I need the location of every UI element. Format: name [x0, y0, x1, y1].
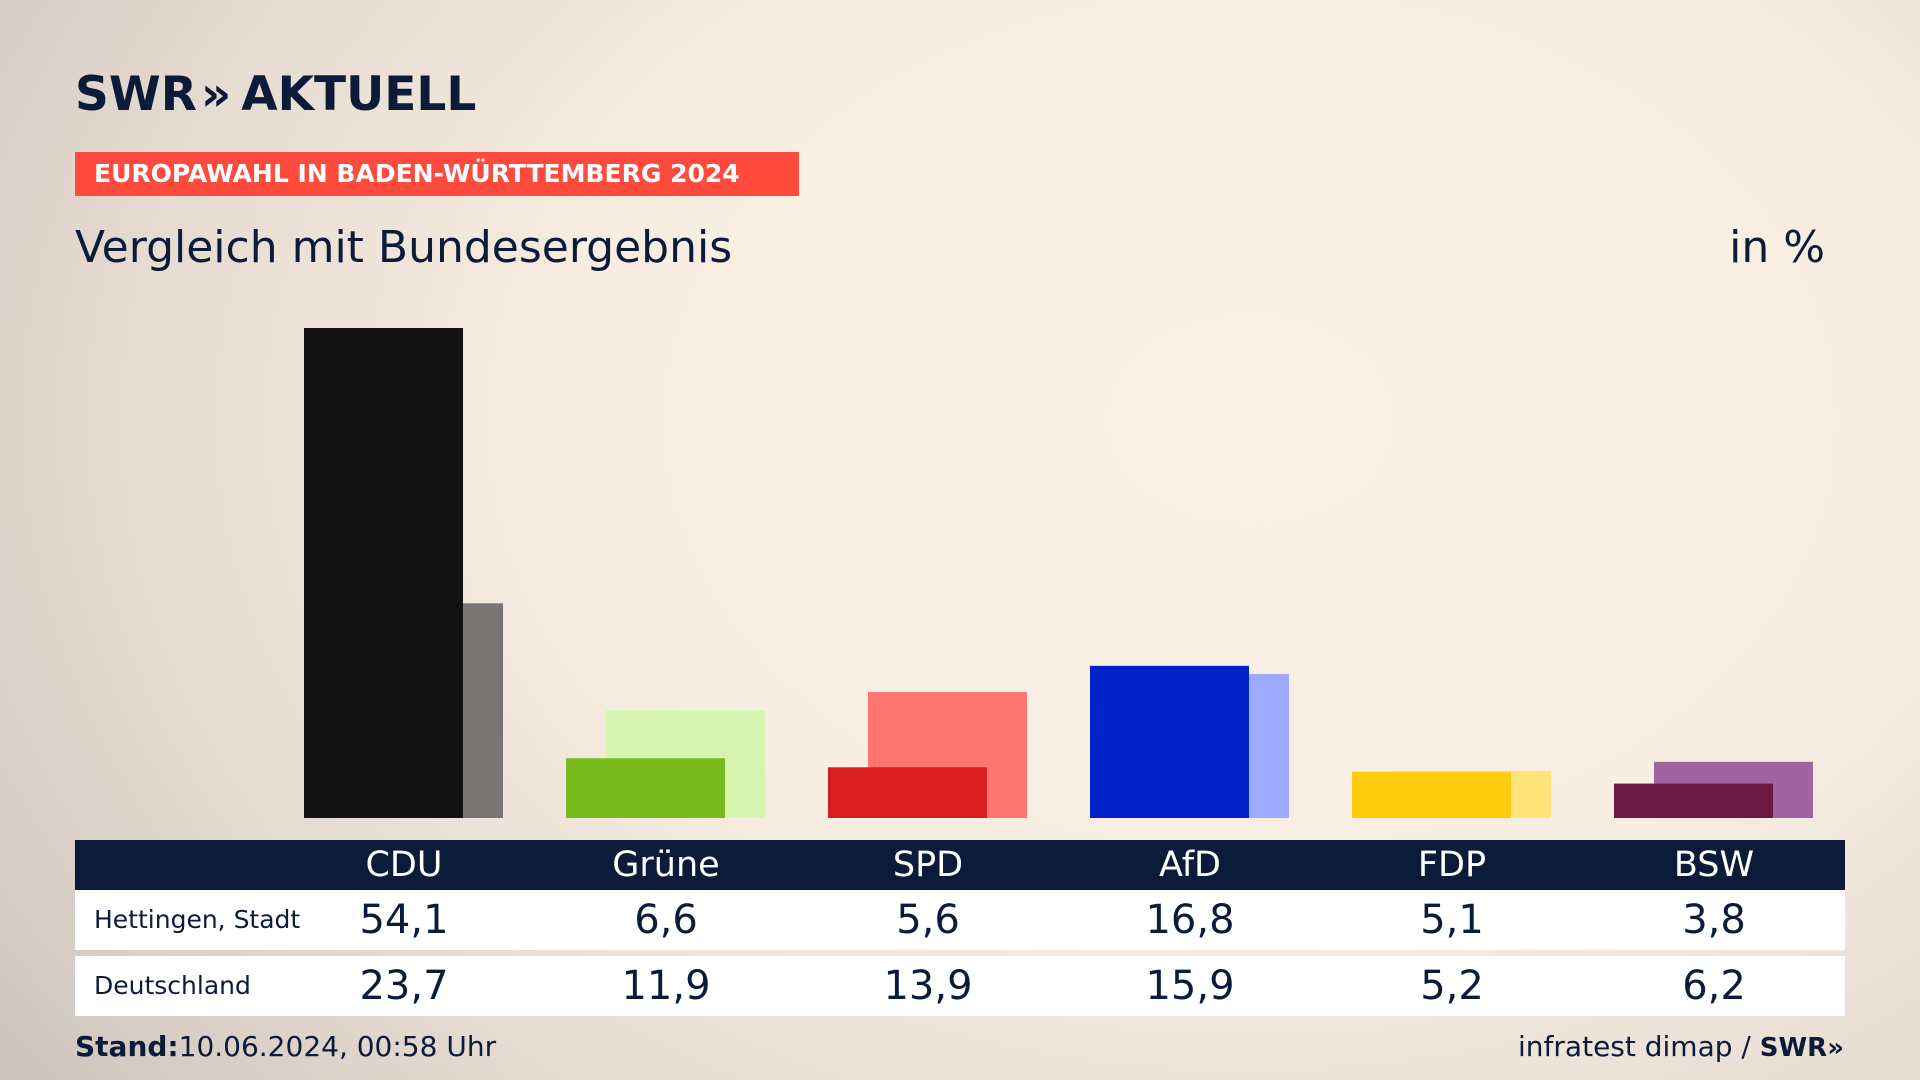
- column-header-cdu: CDU: [365, 845, 443, 885]
- row-label-federal: Deutschland: [94, 971, 251, 1000]
- value-local-afd: 16,8: [1145, 897, 1235, 943]
- logo-swr-text: SWR: [75, 66, 197, 122]
- logo-aktuell-text: AKTUELL: [241, 66, 477, 122]
- value-federal-spd: 13,9: [883, 963, 973, 1009]
- stand-value: 10.06.2024, 00:58 Uhr: [178, 1030, 497, 1063]
- stand-label: Stand:: [75, 1030, 179, 1063]
- column-header-bsw: BSW: [1673, 845, 1755, 885]
- bar-local-gruene: [566, 758, 725, 818]
- value-local-fdp: 5,1: [1420, 897, 1484, 943]
- value-local-cdu: 54,1: [359, 897, 449, 943]
- value-federal-cdu: 23,7: [359, 963, 449, 1009]
- bar-local-fdp: [1352, 771, 1511, 818]
- column-header-spd: SPD: [892, 845, 964, 885]
- bar-local-bsw: [1614, 783, 1773, 818]
- election-banner: EUROPAWAHL IN BADEN-WÜRTTEMBERG 2024: [75, 152, 799, 196]
- column-header-afd: AfD: [1159, 845, 1221, 885]
- value-federal-fdp: 5,2: [1420, 963, 1484, 1009]
- column-header-gruene: Grüne: [612, 845, 720, 885]
- table-row-local: Hettingen, Stadt 54,1 6,6 5,6 16,8 5,1 3,8: [75, 890, 1845, 950]
- value-federal-gruene: 11,9: [621, 963, 711, 1009]
- value-local-bsw: 3,8: [1682, 897, 1746, 943]
- source-credit: infratest dimap / SWR»: [1518, 1030, 1844, 1063]
- bar-local-afd: [1090, 665, 1249, 818]
- logo-chevron-icon: »: [200, 66, 232, 122]
- row-label-local: Hettingen, Stadt: [94, 905, 301, 934]
- timestamp: Stand:10.06.2024, 00:58 Uhr: [75, 1030, 496, 1063]
- swr-brand-icon: SWR»: [1759, 1033, 1844, 1063]
- value-federal-afd: 15,9: [1145, 963, 1235, 1009]
- value-local-gruene: 6,6: [634, 897, 698, 943]
- column-header-fdp: FDP: [1417, 845, 1487, 885]
- value-federal-bsw: 6,2: [1682, 963, 1746, 1009]
- value-local-spd: 5,6: [896, 897, 960, 943]
- results-table: CDU Grüne SPD AfD FDP BSW Hettingen, Stadt 54…: [75, 840, 1845, 1016]
- chart-subtitle: Vergleich mit Bundesergebnis: [75, 222, 733, 273]
- source-text: infratest dimap /: [1518, 1030, 1751, 1063]
- swr-aktuell-logo: SWR » AKTUELL: [75, 64, 476, 124]
- table-row-federal: Deutschland 23,7 11,9 13,9 15,9 5,2 6,2: [75, 956, 1845, 1016]
- bar-local-cdu: [304, 328, 463, 818]
- unit-label: in %: [1729, 222, 1825, 273]
- bar-local-spd: [828, 767, 987, 818]
- table-header: CDU Grüne SPD AfD FDP BSW: [75, 840, 1845, 890]
